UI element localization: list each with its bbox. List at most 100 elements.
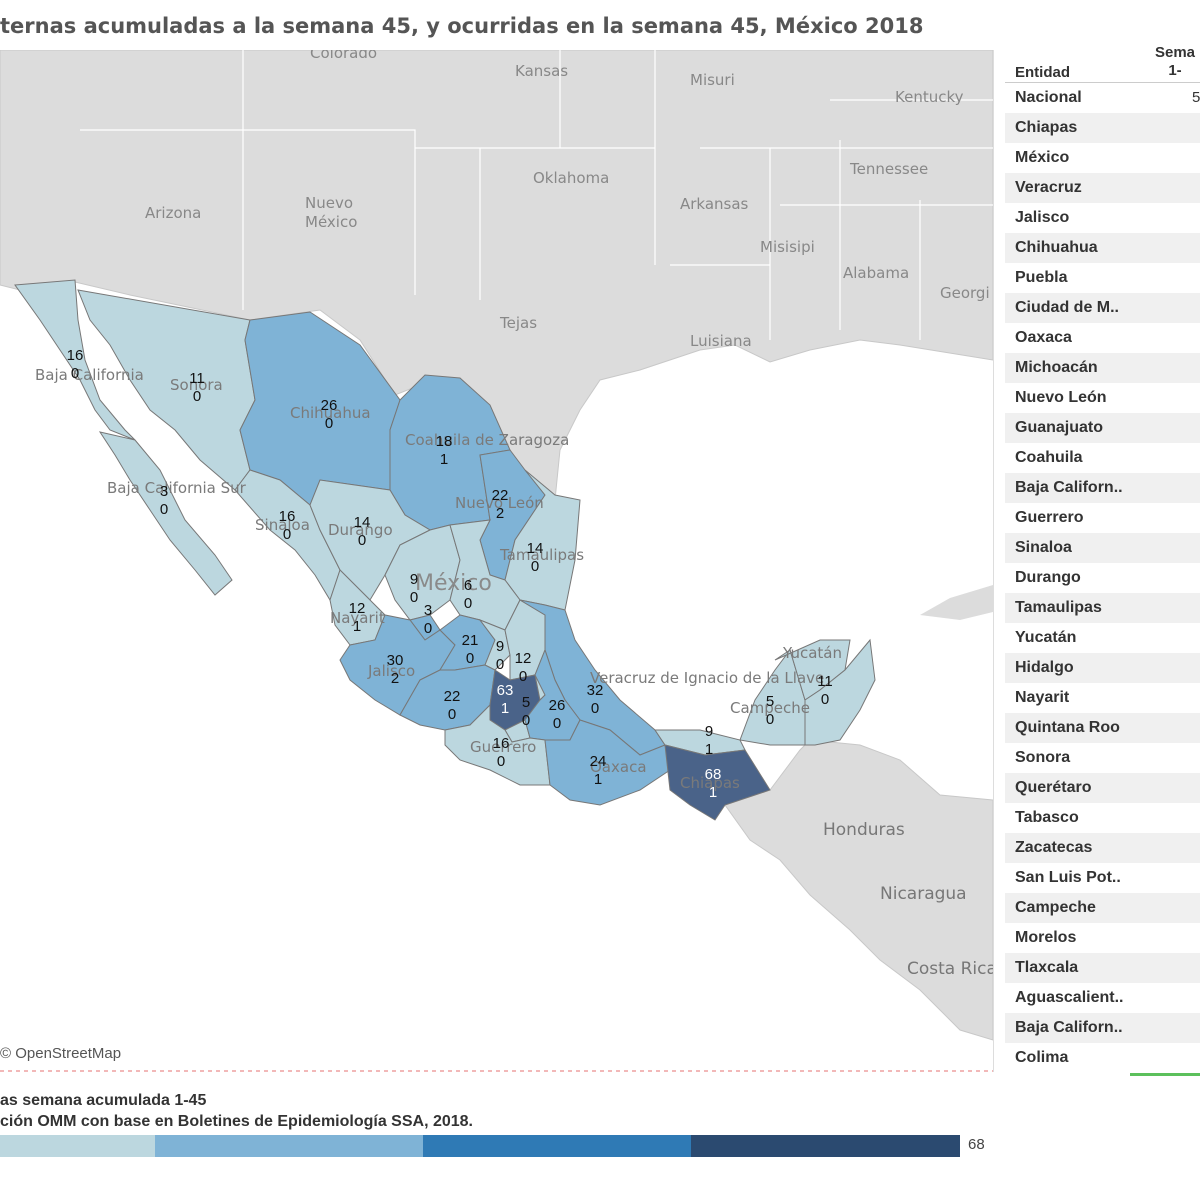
choropleth-map[interactable]: Colorado Kansas Misuri Kentucky Arizona Nuevo… <box>0 50 993 1070</box>
table-row[interactable]: Jalisco <box>1005 203 1200 233</box>
table-row[interactable]: Campeche <box>1005 893 1200 923</box>
marker-week: 1 <box>705 741 713 758</box>
row-entity-name: Sinaloa <box>1015 539 1072 556</box>
marker-week: 0 <box>466 650 474 667</box>
table-row[interactable]: Veracruz <box>1005 173 1200 203</box>
table-row[interactable]: Nuevo León <box>1005 383 1200 413</box>
row-entity-name: Oaxaca <box>1015 329 1072 346</box>
row-entity-name: Morelos <box>1015 929 1077 946</box>
state-marker[interactable]: 260 <box>549 697 566 732</box>
state-marker[interactable]: 210 <box>462 632 479 667</box>
state-name-label: Jalisco <box>367 662 415 680</box>
header-week[interactable]: Sema 1- <box>1155 44 1195 80</box>
us-label: Oklahoma <box>533 169 609 187</box>
state-guerrero <box>444 703 551 786</box>
table-row[interactable]: Tlaxcala <box>1005 953 1200 983</box>
state-marker[interactable]: 91 <box>705 723 713 758</box>
table-row[interactable]: Querétaro <box>1005 773 1200 803</box>
state-quintana-roo <box>804 638 876 746</box>
us-label: Tennessee <box>849 160 928 178</box>
legend-bin-2 <box>155 1135 423 1157</box>
table-row[interactable]: Zacatecas <box>1005 833 1200 863</box>
state-name-label: Tamaulipas <box>499 546 584 564</box>
state-marker[interactable]: 60 <box>464 577 472 612</box>
us-label: Arizona <box>145 204 201 222</box>
row-entity-name: Jalisco <box>1015 209 1070 226</box>
table-row[interactable]: Sonora <box>1005 743 1200 773</box>
scroll-indicator[interactable] <box>1130 1073 1200 1076</box>
table-row[interactable]: Nacional 5 <box>1005 83 1200 113</box>
table-row[interactable]: Guanajuato <box>1005 413 1200 443</box>
state-name-label: Campeche <box>730 699 810 717</box>
marker-accumulated: 16 <box>67 347 84 364</box>
table-row[interactable]: Baja Californ.. <box>1005 473 1200 503</box>
state-marker[interactable]: 222 <box>492 487 509 522</box>
marker-week: 0 <box>325 415 333 432</box>
marker-accumulated: 26 <box>549 697 566 714</box>
us-label: Nuevo <box>305 194 353 212</box>
marker-week: 1 <box>440 451 448 468</box>
state-marker[interactable]: 302 <box>387 652 404 687</box>
state-marker[interactable]: 110 <box>189 370 205 405</box>
state-marker[interactable]: 90 <box>496 638 504 673</box>
table-row[interactable]: Michoacán <box>1005 353 1200 383</box>
row-entity-name: Tamaulipas <box>1015 599 1102 616</box>
state-marker[interactable]: 110 <box>817 673 833 708</box>
us-label: Misisipi <box>760 238 815 256</box>
state-marker[interactable]: 140 <box>354 514 371 549</box>
table-row[interactable]: Chihuahua <box>1005 233 1200 263</box>
row-entity-name: Colima <box>1015 1049 1069 1066</box>
table-row[interactable]: Colima <box>1005 1043 1200 1073</box>
row-entity-name: Nuevo León <box>1015 389 1107 406</box>
state-marker[interactable]: 220 <box>444 688 461 723</box>
table-row[interactable]: Coahuila <box>1005 443 1200 473</box>
state-marker[interactable]: 160 <box>493 735 510 770</box>
state-marker[interactable]: 140 <box>527 540 544 575</box>
table-row[interactable]: Yucatán <box>1005 623 1200 653</box>
state-marker[interactable]: 90 <box>410 571 418 606</box>
state-marker[interactable]: 50 <box>522 694 530 729</box>
marker-accumulated: 26 <box>321 397 338 414</box>
table-row[interactable]: Sinaloa <box>1005 533 1200 563</box>
table-row[interactable]: Morelos <box>1005 923 1200 953</box>
us-state-borders <box>80 50 993 340</box>
table-row[interactable]: México <box>1005 143 1200 173</box>
marker-accumulated: 5 <box>766 693 774 710</box>
table-row[interactable]: Puebla <box>1005 263 1200 293</box>
table-row[interactable]: Chiapas <box>1005 113 1200 143</box>
table-row[interactable]: San Luis Pot.. <box>1005 863 1200 893</box>
state-marker[interactable]: 120 <box>515 650 532 685</box>
state-name-label: Guerrero <box>470 738 536 756</box>
state-marker[interactable]: 181 <box>436 433 453 468</box>
entity-table[interactable]: Entidad Sema 1- Nacional 5 Chiapas México Ve… <box>1005 40 1200 1074</box>
table-row[interactable]: Aguascalient.. <box>1005 983 1200 1013</box>
state-marker[interactable]: 260 <box>321 397 338 432</box>
row-value: 5 <box>1192 89 1200 106</box>
state-marker[interactable]: 320 <box>587 682 604 717</box>
header-entity[interactable]: Entidad <box>1015 64 1070 81</box>
state-marker[interactable]: 681 <box>705 766 722 801</box>
state-marker[interactable]: 50 <box>766 693 774 728</box>
state-marker[interactable]: 30 <box>160 483 168 518</box>
table-row[interactable]: Nayarit <box>1005 683 1200 713</box>
table-row[interactable]: Ciudad de M.. <box>1005 293 1200 323</box>
marker-accumulated: 24 <box>590 753 607 770</box>
state-name-label: Veracruz de Ignacio de la Llave <box>590 669 824 687</box>
table-row[interactable]: Quintana Roo <box>1005 713 1200 743</box>
row-entity-name: Chihuahua <box>1015 239 1098 256</box>
state-marker[interactable]: 30 <box>424 602 432 637</box>
table-row[interactable]: Baja Californ.. <box>1005 1013 1200 1043</box>
table-row[interactable]: Hidalgo <box>1005 653 1200 683</box>
table-row[interactable]: Durango <box>1005 563 1200 593</box>
table-row[interactable]: Tamaulipas <box>1005 593 1200 623</box>
row-entity-name: Chiapas <box>1015 119 1078 136</box>
state-marker[interactable]: 160 <box>67 347 84 382</box>
state-marker[interactable]: 160 <box>279 508 296 543</box>
state-marker[interactable]: 121 <box>349 600 366 635</box>
state-marker[interactable]: 631 <box>497 682 514 717</box>
table-row[interactable]: Guerrero <box>1005 503 1200 533</box>
table-row[interactable]: Oaxaca <box>1005 323 1200 353</box>
table-row[interactable]: Tabasco <box>1005 803 1200 833</box>
state-name-labels: Baja California Sonora Chihuahua Coahuila d… <box>35 366 842 792</box>
state-marker[interactable]: 241 <box>590 753 607 788</box>
